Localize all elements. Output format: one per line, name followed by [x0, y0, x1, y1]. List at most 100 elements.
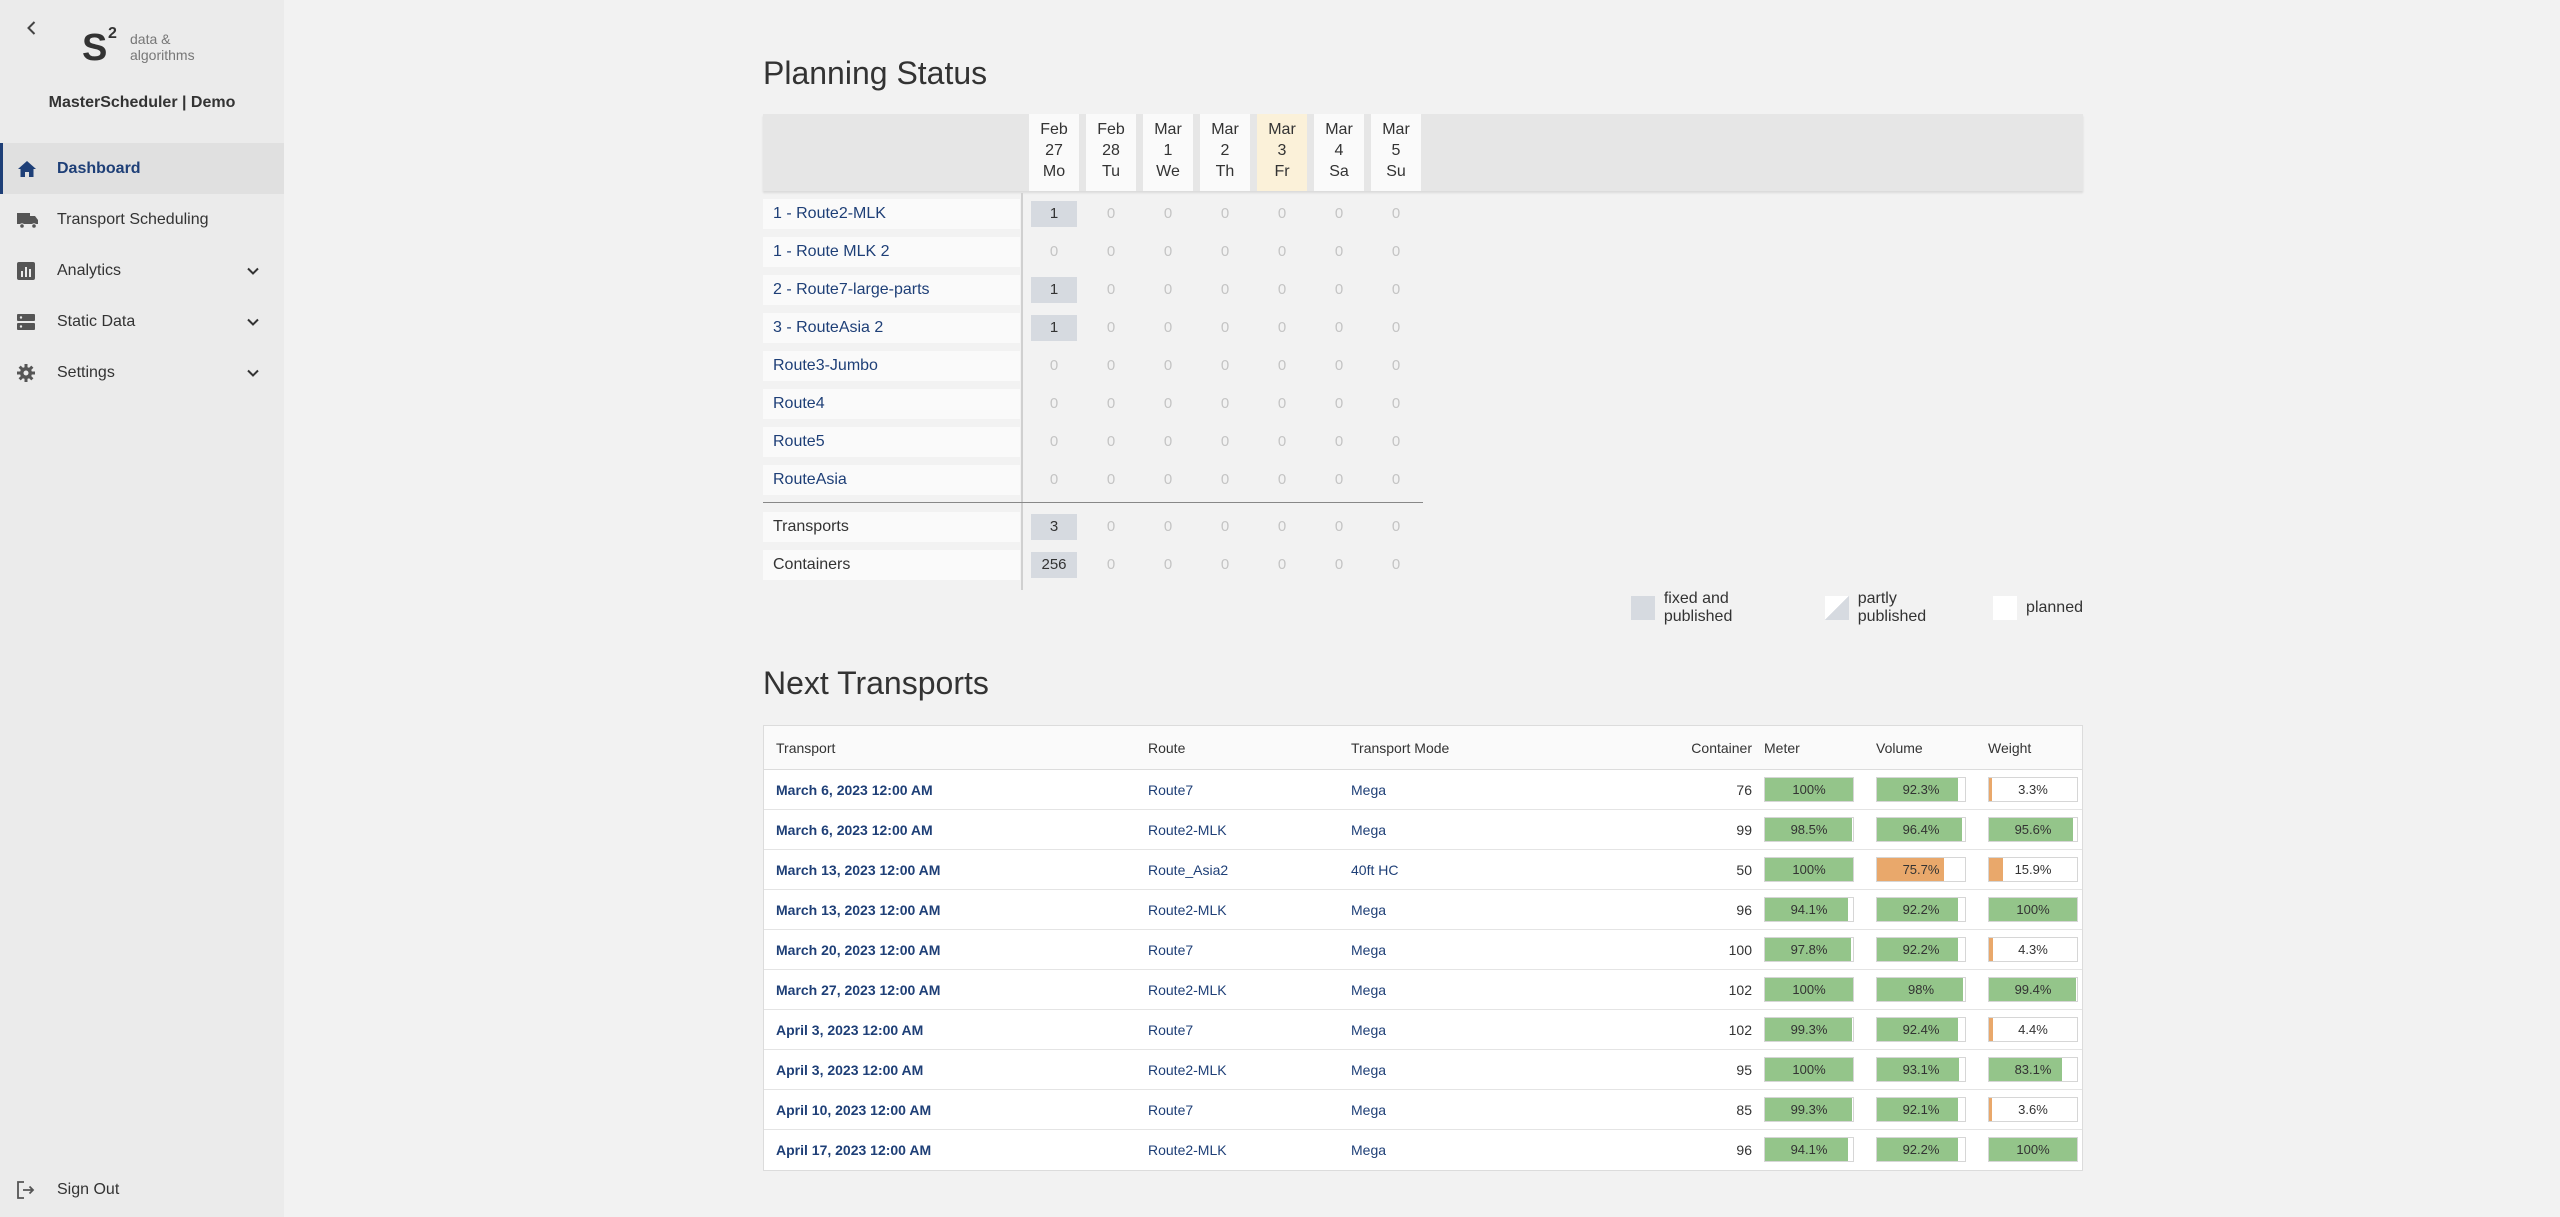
transport-mode-link[interactable]: Mega — [1351, 822, 1387, 838]
grid-cell[interactable]: 3 — [1031, 514, 1077, 540]
table-row[interactable]: April 10, 2023 12:00 AM Route7 Mega 85 99.3%… — [764, 1090, 2082, 1130]
volume-progress-bar: 75.7% — [1876, 857, 1966, 882]
grid-cell[interactable]: 1 — [1031, 201, 1077, 227]
grid-cell: 0 — [1277, 281, 1287, 298]
container-count: 96 — [1736, 902, 1752, 918]
table-row[interactable]: April 3, 2023 12:00 AM Route7 Mega 102 99.3%… — [764, 1010, 2082, 1050]
column-header-weight[interactable]: Weight — [1988, 740, 2032, 756]
meter-progress-fill — [1765, 1138, 1848, 1161]
route-link[interactable]: Route2-MLK — [1148, 982, 1227, 998]
route-link[interactable]: Route2-MLK — [1148, 1062, 1227, 1078]
volume-progress-bar: 92.2% — [1876, 897, 1966, 922]
volume-value: 93.1% — [1902, 1062, 1940, 1077]
table-row[interactable]: March 27, 2023 12:00 AM Route2-MLK Mega 102… — [764, 970, 2082, 1010]
grid-cell[interactable]: 1 — [1031, 277, 1077, 303]
route-link[interactable]: Route2-MLK — [1148, 902, 1227, 918]
meter-progress-fill — [1765, 1058, 1853, 1081]
transport-mode-link[interactable]: 40ft HC — [1351, 862, 1399, 878]
legend-swatch-planned — [1993, 596, 2018, 620]
day-day: 4 — [1334, 142, 1344, 159]
route-row-label[interactable]: Route5 — [763, 427, 1020, 457]
transport-link[interactable]: March 6, 2023 12:00 AM — [776, 822, 933, 838]
transport-mode-link[interactable]: Mega — [1351, 982, 1387, 998]
sign-out-button[interactable]: Sign Out — [0, 1165, 284, 1215]
weight-progress-bar: 4.4% — [1988, 1017, 2078, 1042]
back-chevron-icon[interactable] — [22, 18, 42, 38]
column-header-volume[interactable]: Volume — [1876, 740, 1923, 756]
route-row-label[interactable]: Route4 — [763, 389, 1020, 419]
route-link[interactable]: Route7 — [1148, 1022, 1194, 1038]
route-link[interactable]: Route7 — [1148, 782, 1194, 798]
table-row[interactable]: March 6, 2023 12:00 AM Route2-MLK Mega 99 98… — [764, 810, 2082, 850]
grid-cell[interactable]: 256 — [1031, 552, 1077, 578]
column-header-route[interactable]: Route — [1148, 740, 1186, 756]
day-month: Mar — [1268, 121, 1296, 138]
transport-mode-link[interactable]: Mega — [1351, 1022, 1387, 1038]
route-link[interactable]: Route2-MLK — [1148, 822, 1227, 838]
transport-mode-link[interactable]: Mega — [1351, 782, 1387, 798]
route-link[interactable]: Route7 — [1148, 942, 1194, 958]
transport-link[interactable]: April 17, 2023 12:00 AM — [776, 1142, 932, 1158]
volume-progress-bar: 92.2% — [1876, 1137, 1966, 1162]
route-link[interactable]: Route7 — [1148, 1102, 1194, 1118]
grid-cell: 0 — [1391, 471, 1401, 488]
table-row[interactable]: April 17, 2023 12:00 AM Route2-MLK Mega 96 9… — [764, 1130, 2082, 1170]
grid-cell: 0 — [1163, 281, 1173, 298]
sidebar-item-settings[interactable]: Settings — [0, 347, 284, 398]
sidebar-item-label: Dashboard — [57, 159, 141, 177]
transport-link[interactable]: April 3, 2023 12:00 AM — [776, 1062, 924, 1078]
day-column-header: Mar 2 Th — [1200, 114, 1250, 191]
route-row-label[interactable]: 1 - Route2-MLK — [763, 199, 1020, 229]
transport-mode-link[interactable]: Mega — [1351, 1142, 1387, 1158]
meter-value: 100% — [1792, 1062, 1826, 1077]
table-row[interactable]: March 6, 2023 12:00 AM Route7 Mega 76 100% 92… — [764, 770, 2082, 810]
route-link[interactable]: Route2-MLK — [1148, 1142, 1227, 1158]
route-row-label[interactable]: Route3-Jumbo — [763, 351, 1020, 381]
sidebar-item-transport-scheduling[interactable]: Transport Scheduling — [0, 194, 284, 245]
table-row[interactable]: March 13, 2023 12:00 AM Route_Asia2 40ft H… — [764, 850, 2082, 890]
grid-cell: 0 — [1049, 243, 1059, 260]
weight-progress-bar: 99.4% — [1988, 977, 2078, 1002]
column-header-transport-mode[interactable]: Transport Mode — [1351, 740, 1450, 756]
transport-link[interactable]: March 20, 2023 12:00 AM — [776, 942, 941, 958]
meter-value: 94.1% — [1790, 1142, 1828, 1157]
grid-cell: 0 — [1277, 471, 1287, 488]
column-header-transport[interactable]: Transport — [776, 740, 836, 756]
grid-cell: 0 — [1220, 205, 1230, 222]
transport-mode-link[interactable]: Mega — [1351, 902, 1387, 918]
route-link[interactable]: Route_Asia2 — [1148, 862, 1229, 878]
transport-mode-link[interactable]: Mega — [1351, 1102, 1387, 1118]
meter-value: 97.8% — [1790, 942, 1828, 957]
sidebar-item-static-data[interactable]: Static Data — [0, 296, 284, 347]
grid-cell: 0 — [1277, 205, 1287, 222]
transport-link[interactable]: March 13, 2023 12:00 AM — [776, 862, 941, 878]
table-row[interactable]: April 3, 2023 12:00 AM Route2-MLK Mega 95 10… — [764, 1050, 2082, 1090]
route-row-label[interactable]: 2 - Route7-large-parts — [763, 275, 1020, 305]
transport-link[interactable]: March 6, 2023 12:00 AM — [776, 782, 933, 798]
sidebar-item-analytics[interactable]: Analytics — [0, 245, 284, 296]
transport-mode-link[interactable]: Mega — [1351, 1062, 1387, 1078]
grid-cell: 0 — [1163, 243, 1173, 260]
sidebar-item-label: Static Data — [57, 312, 136, 330]
column-header-meter[interactable]: Meter — [1764, 740, 1800, 756]
route-row-label[interactable]: 1 - Route MLK 2 — [763, 237, 1020, 267]
transport-link[interactable]: March 13, 2023 12:00 AM — [776, 902, 941, 918]
grid-cell[interactable]: 1 — [1031, 315, 1077, 341]
transport-link[interactable]: March 27, 2023 12:00 AM — [776, 982, 941, 998]
route-row-label[interactable]: 3 - RouteAsia 2 — [763, 313, 1020, 343]
table-row[interactable]: March 20, 2023 12:00 AM Route7 Mega 100 97.8… — [764, 930, 2082, 970]
column-header-container[interactable]: Container — [1691, 740, 1752, 756]
legend-swatch-partly — [1824, 596, 1849, 620]
route-row-label[interactable]: RouteAsia — [763, 465, 1020, 495]
transport-link[interactable]: April 10, 2023 12:00 AM — [776, 1102, 932, 1118]
planning-legend: fixed and published partly published pla… — [1631, 590, 2083, 625]
grid-cell: 0 — [1220, 357, 1230, 374]
container-count: 76 — [1736, 782, 1752, 798]
volume-progress-bar: 92.4% — [1876, 1017, 1966, 1042]
transport-link[interactable]: April 3, 2023 12:00 AM — [776, 1022, 924, 1038]
weight-progress-fill — [1989, 778, 1992, 801]
sidebar-nav: Dashboard Transport Scheduling Analytics… — [0, 143, 284, 398]
transport-mode-link[interactable]: Mega — [1351, 942, 1387, 958]
sidebar-item-dashboard[interactable]: Dashboard — [0, 143, 284, 194]
table-row[interactable]: March 13, 2023 12:00 AM Route2-MLK Mega 96 9… — [764, 890, 2082, 930]
